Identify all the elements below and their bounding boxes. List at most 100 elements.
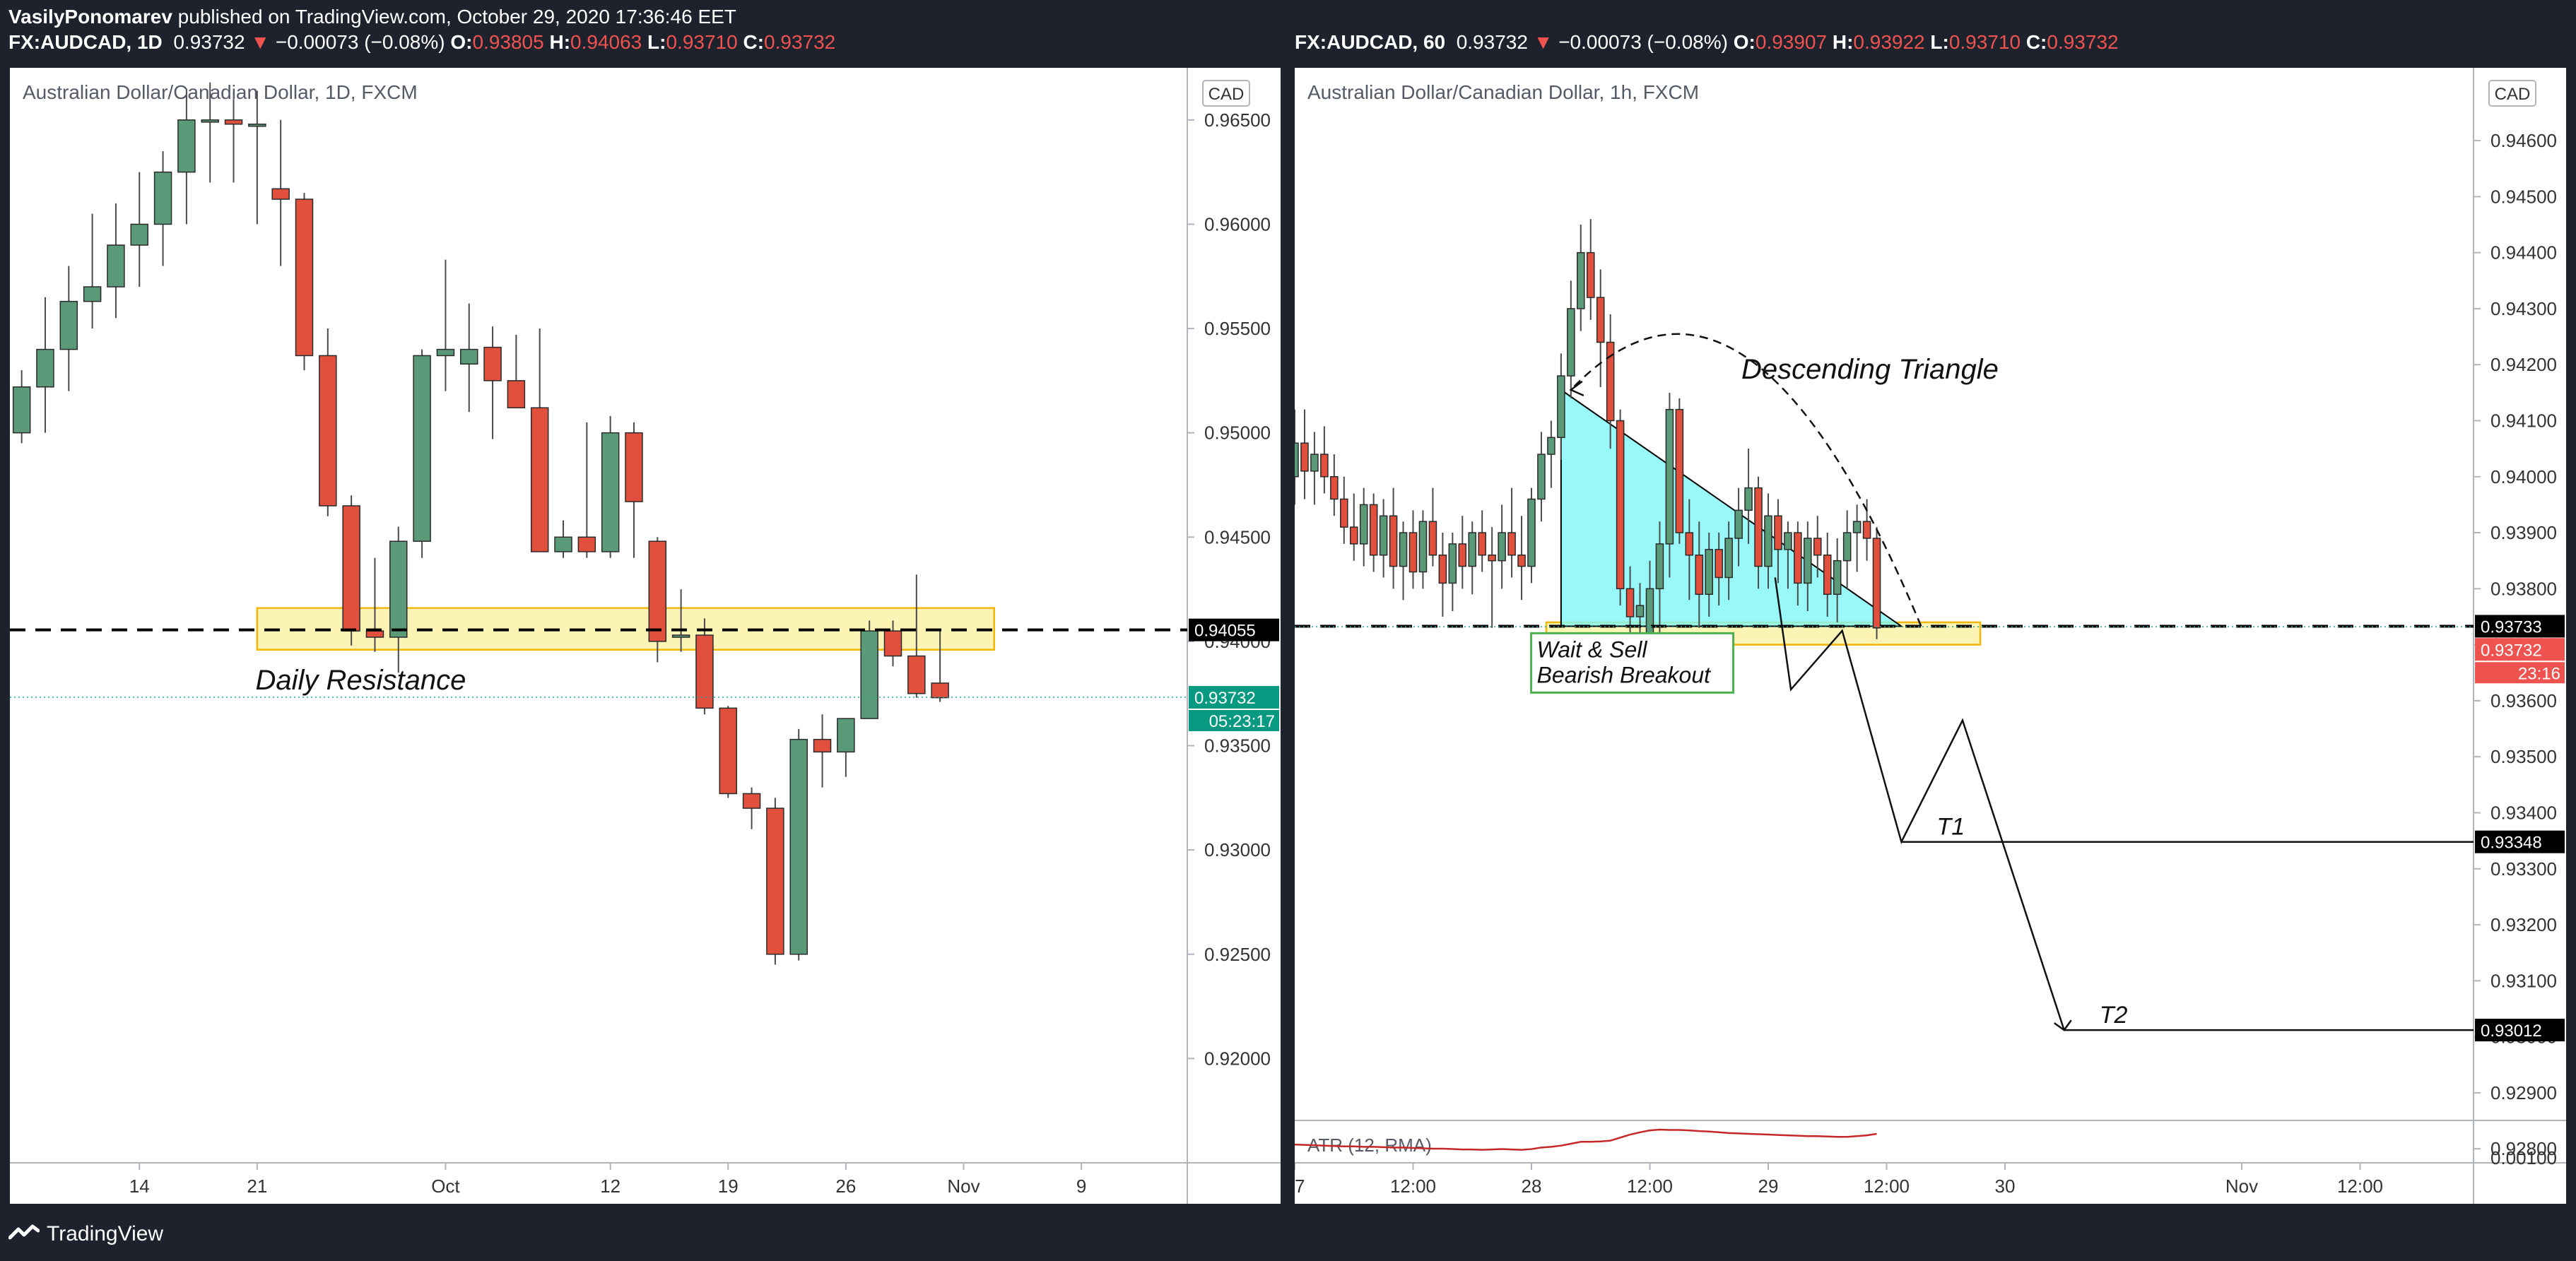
down-candle — [907, 655, 926, 694]
down-candle — [1408, 532, 1418, 573]
y-tick-label: 0.94300 — [2490, 298, 2557, 319]
x-tick-label: Nov — [2225, 1176, 2258, 1197]
left-symbol[interactable]: FX:AUDCAD, 1D — [8, 31, 163, 53]
down-candle — [271, 188, 290, 200]
y-tick-label: 0.93100 — [2490, 970, 2557, 991]
candles-group — [12, 82, 949, 965]
chart-title: Australian Dollar/Canadian Dollar, 1D, F… — [23, 81, 418, 103]
down-candle — [719, 707, 738, 795]
up-candle — [1784, 532, 1792, 550]
descending-triangle-label: Descending Triangle — [1741, 354, 1999, 385]
up-candle — [1852, 521, 1862, 533]
target-label: T1 — [1936, 814, 1965, 841]
up-candle — [1498, 532, 1506, 562]
down-candle — [1507, 532, 1516, 556]
up-candle — [789, 738, 808, 955]
down-candle — [1596, 297, 1605, 343]
down-candle — [1625, 588, 1635, 617]
target-price-tag: 0.93348 — [2475, 830, 2565, 853]
down-candle — [1685, 532, 1694, 556]
y-tick-label: 0.94100 — [2490, 410, 2557, 431]
down-candle — [883, 630, 902, 657]
author-name[interactable]: VasilyPonomarev — [8, 6, 172, 28]
y-tick-label: 0.93500 — [2490, 746, 2557, 767]
level-price-tag: 0.93733 — [2475, 615, 2565, 638]
x-tick-label: 14 — [129, 1176, 150, 1197]
up-candle — [1567, 308, 1575, 377]
up-candle — [1448, 543, 1457, 584]
down-candle — [813, 738, 832, 753]
up-candle — [1744, 487, 1753, 511]
up-candle — [413, 355, 431, 542]
hourly-chart-svg[interactable]: Australian Dollar/Canadian Dollar, 1h, F… — [1285, 68, 2566, 1204]
right-symbol[interactable]: FX:AUDCAD, 60 — [1295, 31, 1446, 53]
right-close: 0.93732 — [2047, 31, 2119, 53]
down-arrow-icon: ▼ — [250, 31, 271, 53]
close-label: C: — [2025, 31, 2047, 53]
up-candle — [1468, 532, 1477, 567]
y-tick-label: 0.94000 — [2490, 466, 2557, 487]
up-candle — [1842, 532, 1852, 562]
y-tick-label: 0.96000 — [1204, 213, 1271, 235]
hourly-chart-panel[interactable]: Australian Dollar/Canadian Dollar, 1h, F… — [1285, 68, 2566, 1204]
up-candle — [1705, 549, 1714, 596]
left-high: 0.94063 — [570, 31, 642, 53]
countdown-tag-box — [1189, 710, 1279, 732]
countdown-tag-box — [2475, 662, 2565, 684]
down-candle — [319, 355, 337, 507]
x-tick-label: 28 — [1522, 1176, 1542, 1197]
y-tick-label: 0.96500 — [1204, 109, 1271, 131]
y-tick-label: 0.92800 — [2490, 1138, 2557, 1159]
x-tick-label: 27 — [1295, 1176, 1305, 1197]
down-candle — [1389, 515, 1398, 567]
last-price-tag-label: 0.93732 — [1194, 689, 1256, 708]
up-candle — [1379, 515, 1388, 556]
down-candle — [224, 119, 243, 125]
down-candle — [1330, 476, 1339, 500]
down-candle — [577, 536, 596, 552]
down-candle — [1794, 532, 1802, 584]
brand-name: TradingView — [47, 1222, 164, 1245]
y-tick-label: 0.93600 — [2490, 690, 2557, 711]
footer: TradingView — [0, 1208, 2576, 1261]
up-candle — [1734, 509, 1743, 539]
y-tick-label: 0.93000 — [1204, 839, 1271, 860]
y-tick-label: 0.94500 — [2490, 186, 2557, 207]
x-tick-label: Nov — [947, 1176, 980, 1197]
up-candle — [1577, 251, 1585, 309]
up-candle — [1418, 521, 1428, 573]
up-candle — [1399, 532, 1408, 567]
y-tick-label: 0.93200 — [2490, 914, 2557, 935]
down-candle — [931, 682, 949, 699]
y-tick-label: 0.95500 — [1204, 318, 1271, 339]
up-candle — [837, 718, 855, 753]
down-candle — [1340, 498, 1348, 528]
right-last-price: 0.93732 — [1456, 31, 1528, 53]
target-price-tag: 0.93012 — [2475, 1019, 2565, 1042]
down-candle — [766, 807, 784, 955]
up-candle — [1537, 454, 1546, 500]
up-candle — [1665, 408, 1674, 545]
y-tick-label: 0.92500 — [1204, 944, 1271, 965]
high-label: H: — [549, 31, 571, 53]
right-low: 0.93710 — [1948, 31, 2021, 53]
daily-chart-svg[interactable]: Australian Dollar/Canadian Dollar, 1D, F… — [10, 68, 1281, 1204]
tradingview-logo[interactable]: TradingView — [8, 1222, 163, 1246]
last-price-tag: 0.93732 — [1189, 686, 1279, 709]
projection-path — [1774, 577, 2065, 1031]
x-tick-label: 30 — [1995, 1176, 2016, 1197]
y-tick-label: 0.94400 — [2490, 242, 2557, 264]
publish-info: published on TradingView.com, October 29… — [172, 6, 736, 28]
currency-badge-box — [2488, 80, 2536, 107]
daily-chart-panel[interactable]: Australian Dollar/Canadian Dollar, 1D, F… — [10, 68, 1281, 1204]
down-candle — [1774, 515, 1782, 550]
up-candle — [1557, 375, 1565, 439]
open-label: O: — [1733, 31, 1755, 53]
atr-axis-label: 0.00100 — [2490, 1147, 2557, 1168]
x-tick-label: 9 — [1076, 1176, 1086, 1197]
down-candle — [1813, 538, 1822, 556]
x-tick-label: 12 — [600, 1176, 621, 1197]
down-candle — [742, 793, 761, 809]
y-tick-label: 0.94500 — [1204, 526, 1271, 547]
up-candle — [107, 244, 125, 288]
